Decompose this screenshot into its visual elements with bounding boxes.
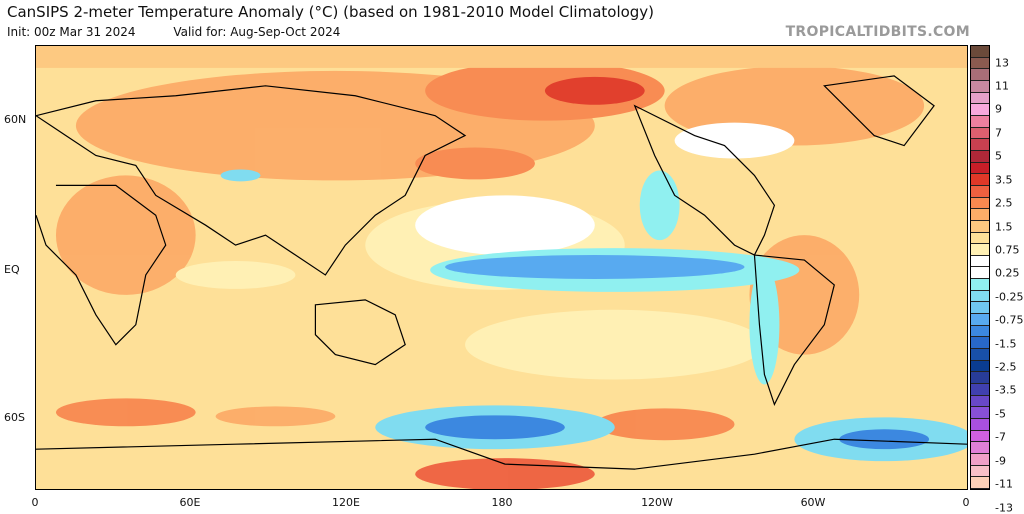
lat-label-60s: 60S (4, 411, 25, 424)
coastlines (36, 75, 967, 470)
colorbar-swatch (971, 360, 989, 373)
colorbar-swatch (971, 349, 989, 361)
colorbar-swatch (971, 465, 989, 478)
colorbar-swatch (971, 267, 989, 280)
anomaly-map (35, 45, 968, 490)
colorbar-swatch (971, 244, 989, 256)
brand-watermark[interactable]: TROPICALTIDBITS.COM (785, 24, 970, 40)
colorbar-label: -5 (995, 407, 1006, 421)
colorbar-swatch (971, 127, 989, 140)
colorbar-swatch (971, 80, 989, 93)
colorbar-swatch (971, 302, 989, 315)
colorbar-swatch (971, 162, 989, 175)
colorbar-swatch (971, 395, 989, 408)
colorbar-swatch (971, 220, 989, 233)
colorbar-swatch (971, 384, 989, 396)
colorbar-swatch (971, 290, 989, 303)
lon-label: 0 (962, 496, 970, 509)
lon-label: 120W (641, 496, 673, 509)
colorbar-swatch (971, 255, 989, 268)
colorbar-label: 13 (995, 56, 1009, 70)
colorbar-label: 9 (995, 102, 1002, 116)
colorbar-label: -3.5 (995, 383, 1017, 397)
subtitle: Init: 00z Mar 31 2024 Valid for: Aug-Sep… (7, 25, 374, 39)
lon-label: 0 (31, 496, 39, 509)
colorbar-swatch (971, 337, 989, 350)
colorbar-swatch (971, 407, 989, 419)
colorbar-swatch (971, 325, 989, 338)
colorbar-swatch (971, 92, 989, 105)
valid-period: Valid for: Aug-Sep-Oct 2024 (173, 25, 341, 39)
colorbar-swatch (971, 174, 989, 186)
colorbar-swatch (971, 419, 989, 431)
colorbar-swatch (971, 209, 989, 221)
cool-anomalies (220, 169, 967, 462)
colorbar-swatch (971, 185, 989, 198)
colorbar-label: 3.5 (995, 173, 1013, 187)
lon-label: 180 (491, 496, 513, 509)
lon-label: 120E (332, 496, 360, 509)
colorbar-label: 5 (995, 149, 1002, 163)
colorbar-label: -13 (995, 501, 1013, 514)
colorbar-label: 1.5 (995, 220, 1013, 233)
colorbar-swatch (971, 46, 989, 58)
colorbar-label: 7 (995, 126, 1002, 140)
colorbar-label: 2.5 (995, 196, 1013, 210)
colorbar-label: -9 (995, 454, 1006, 468)
colorbar-swatch (971, 453, 989, 466)
colorbar-swatch (971, 232, 989, 245)
lon-label: 60E (179, 496, 201, 509)
colorbar (970, 45, 990, 490)
init-time: Init: 00z Mar 31 2024 (7, 25, 136, 39)
colorbar-swatch (971, 115, 989, 128)
colorbar-label: -0.75 (995, 313, 1024, 327)
colorbar-swatch (971, 139, 989, 151)
colorbar-label: 0.25 (995, 266, 1020, 280)
colorbar-swatch (971, 314, 989, 326)
colorbar-label: -7 (995, 430, 1006, 444)
lat-label-eq: EQ (4, 263, 20, 276)
lon-label: 60W (800, 496, 826, 509)
colorbar-swatch (971, 104, 989, 116)
colorbar-swatch (971, 372, 989, 385)
colorbar-label: -0.25 (995, 290, 1024, 304)
colorbar-label: -2.5 (995, 360, 1017, 374)
lat-label-60n: 60N (4, 113, 27, 126)
colorbar-swatch (971, 57, 989, 70)
colorbar-label: -1.5 (995, 337, 1017, 351)
colorbar-swatch (971, 430, 989, 443)
colorbar-label: 0.75 (995, 243, 1020, 257)
colorbar-swatch (971, 442, 989, 454)
colorbar-swatch (971, 150, 989, 163)
chart-title: CanSIPS 2-meter Temperature Anomaly (°C)… (7, 3, 655, 21)
colorbar-swatch (971, 477, 989, 489)
colorbar-swatch (971, 69, 989, 81)
colorbar-label: 11 (995, 79, 1009, 93)
colorbar-swatch (971, 197, 989, 210)
colorbar-swatch (971, 279, 989, 291)
colorbar-label: -11 (995, 477, 1013, 491)
